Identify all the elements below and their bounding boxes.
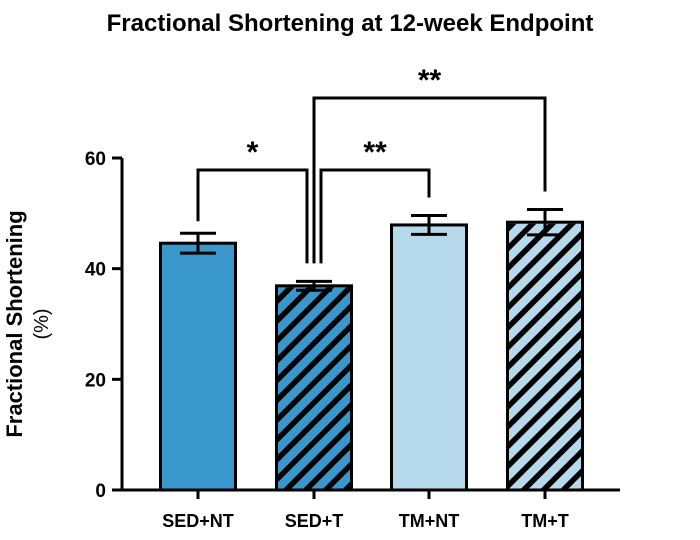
- bar-hatch: [278, 287, 350, 489]
- y-tick-label: 40: [85, 260, 106, 281]
- y-tick-label: 20: [85, 370, 106, 391]
- significance-label: **: [418, 64, 442, 97]
- x-tick-label: TM+NT: [399, 511, 460, 531]
- y-axis-unit: (%): [31, 308, 53, 339]
- bar-tm-nt: [390, 223, 468, 492]
- significance-label: *: [247, 136, 259, 169]
- y-axis-label: Fractional Shortening: [2, 210, 27, 437]
- y-tick-label: 0: [95, 481, 106, 502]
- y-tick-label: 60: [85, 149, 106, 170]
- significance-label: **: [363, 136, 387, 169]
- significance-bracket: [319, 168, 431, 264]
- x-tick-label: SED+T: [285, 511, 344, 531]
- significance-bracket: [196, 168, 309, 264]
- chart-title: Fractional Shortening at 12-week Endpoin…: [107, 10, 594, 37]
- significance-bracket: [312, 96, 547, 264]
- x-tick-label: SED+NT: [162, 511, 234, 531]
- bar-hatch: [509, 223, 581, 489]
- x-tick-label: TM+T: [521, 511, 569, 531]
- bar-sed-nt: [159, 241, 237, 492]
